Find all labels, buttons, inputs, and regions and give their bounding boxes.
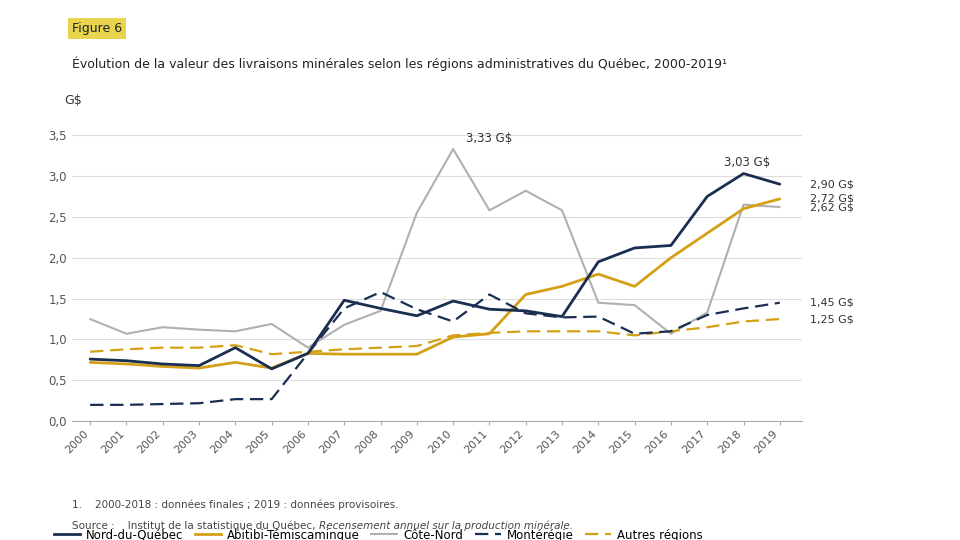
Text: 1,45 G$: 1,45 G$ (810, 298, 854, 308)
Text: 2,90 G$: 2,90 G$ (810, 179, 854, 189)
Text: Recensement annuel sur la production minérale.: Recensement annuel sur la production min… (319, 520, 573, 530)
Text: 3,03 G$: 3,03 G$ (724, 157, 770, 170)
Text: 2,72 G$: 2,72 G$ (810, 194, 854, 204)
Text: Source :    Institut de la statistique du Québec,: Source : Institut de la statistique du Q… (72, 520, 319, 530)
Legend: Nord-du-Québec, Abitibi-Témiscamingue, Côte-Nord, Montérégie, Autres régions: Nord-du-Québec, Abitibi-Témiscamingue, C… (49, 524, 708, 540)
Text: Figure 6: Figure 6 (72, 22, 122, 35)
Text: 3,33 G$: 3,33 G$ (467, 132, 513, 145)
Text: 1,25 G$: 1,25 G$ (810, 314, 854, 324)
Text: G$: G$ (64, 94, 83, 107)
Text: 1.    2000-2018 : données finales ; 2019 : données provisoires.: 1. 2000-2018 : données finales ; 2019 : … (72, 500, 398, 510)
Text: Évolution de la valeur des livraisons minérales selon les régions administrative: Évolution de la valeur des livraisons mi… (72, 57, 727, 71)
Text: 2,62 G$: 2,62 G$ (810, 202, 854, 212)
